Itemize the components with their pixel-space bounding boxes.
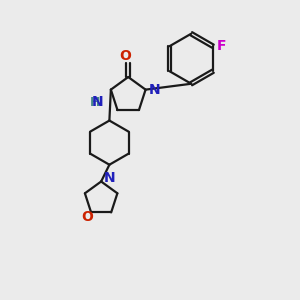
Text: N: N: [149, 83, 161, 97]
Text: F: F: [216, 39, 226, 53]
Text: N: N: [103, 171, 115, 184]
Text: N: N: [92, 95, 103, 109]
Text: O: O: [119, 49, 130, 63]
Text: H: H: [90, 95, 100, 109]
Text: O: O: [82, 210, 94, 224]
